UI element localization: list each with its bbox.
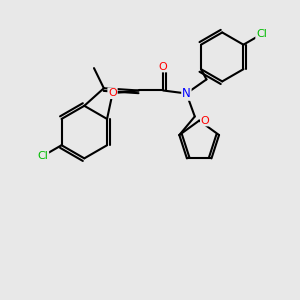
Text: Cl: Cl [38,151,48,161]
Text: N: N [182,87,191,100]
Text: Cl: Cl [256,29,267,39]
Text: O: O [108,88,117,98]
Text: O: O [159,61,167,72]
Text: O: O [201,116,209,126]
